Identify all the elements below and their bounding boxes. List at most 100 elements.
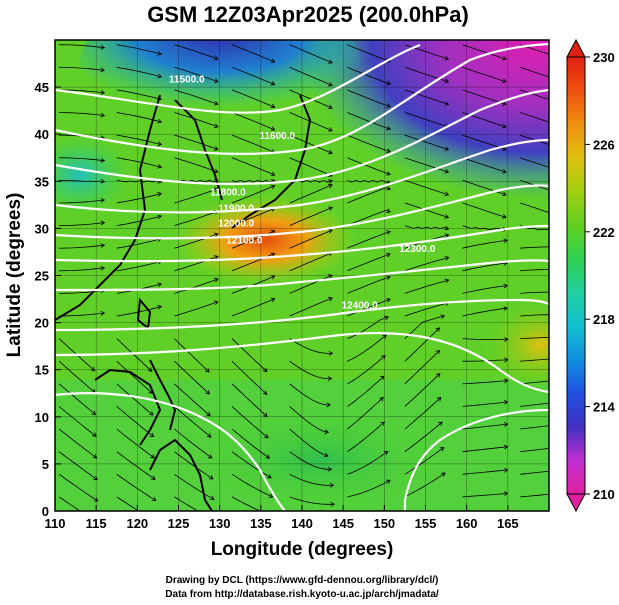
streamline-arrowhead (100, 220, 106, 226)
streamline-arrowhead (263, 412, 268, 418)
streamline-arrowhead (213, 168, 219, 174)
contour-labels: 11500.0 11600.0 11800.0 11900.0 12000.0 12100… (169, 74, 436, 311)
streamline-arrowhead (386, 171, 391, 176)
streamline-arrowhead (328, 127, 333, 132)
streamline-arrowhead (93, 475, 98, 481)
x-axis-ticks: 110 115 120 125 130 135 140 145 150 155 160 165 (45, 505, 519, 531)
streamline-arrowhead (206, 433, 212, 438)
contour-11900 (55, 184, 549, 240)
streamline-arrowhead (100, 197, 106, 203)
streamline-arrowhead (560, 56, 564, 60)
colorbar-tick-label: 210 (593, 487, 615, 502)
streamline (116, 473, 156, 501)
contour-label: 11800.0 (210, 187, 246, 198)
streamline-arrowhead (92, 432, 97, 437)
streamline (462, 180, 507, 196)
y-tick-label: 45 (35, 80, 49, 95)
streamline-arrowhead (150, 475, 156, 480)
streamline-arrowhead (328, 350, 334, 356)
streamline (520, 336, 549, 339)
cold-core-northeast (300, 40, 549, 210)
x-tick-label: 140 (291, 516, 313, 531)
colorbar-tick-label: 226 (593, 137, 615, 152)
colorbar: 210 214 218 222 226 230 (566, 38, 615, 513)
streamline (404, 225, 449, 230)
streamline-arrowhead (90, 366, 96, 372)
streamline (174, 89, 219, 105)
streamline (116, 406, 154, 437)
streamline-arrowhead (100, 178, 106, 184)
streamline (174, 301, 219, 317)
streamline-arrowhead (503, 467, 509, 473)
streamline (347, 316, 389, 339)
streamline-arrowhead (330, 501, 335, 507)
streamline-arrowhead (265, 454, 271, 459)
streamline (174, 134, 219, 150)
streamline (174, 428, 213, 459)
contour-label: 11900.0 (218, 203, 254, 214)
streamline-arrowhead (386, 252, 391, 258)
streamline (520, 134, 549, 146)
streamline (462, 202, 507, 218)
streamline (231, 496, 262, 511)
streamline-arrowhead (93, 497, 99, 502)
streamline-arrowhead (386, 230, 391, 235)
streamline (520, 493, 549, 498)
streamline (462, 239, 508, 249)
streamline (347, 421, 385, 453)
streamline-arrowhead (100, 44, 106, 50)
streamline (289, 473, 334, 486)
streamline (59, 244, 105, 249)
streamline-arrowhead (560, 79, 564, 83)
contour-label: 12400.0 (342, 300, 379, 311)
streamline-arrowhead (562, 468, 566, 472)
streamline-arrowhead (100, 311, 106, 316)
streamline (347, 479, 391, 498)
streamline-arrowhead (262, 367, 268, 373)
streamline-arrowhead (386, 80, 391, 86)
streamline (404, 327, 440, 362)
streamline-arrowhead (213, 100, 219, 106)
streamline-arrowhead (270, 81, 276, 86)
streamline (289, 428, 329, 457)
colorbar-tick-label: 214 (593, 400, 615, 415)
streamline (174, 383, 211, 417)
streamline (174, 338, 210, 373)
streamline (116, 451, 156, 480)
streamline-arrowhead (100, 67, 106, 73)
streamline (404, 134, 449, 150)
streamline-arrowhead (100, 243, 106, 248)
streamline (347, 276, 391, 294)
streamline (347, 375, 385, 407)
streamline-arrowhead (502, 168, 507, 174)
streamline (116, 180, 162, 183)
credit-data: Data from http://database.rish.kyoto-u.a… (165, 589, 439, 600)
streamline (174, 66, 219, 83)
streamline-arrowhead (502, 55, 507, 61)
streamline-arrowhead (270, 103, 276, 109)
streamline-arrowhead (562, 268, 566, 272)
x-tick-label: 145 (332, 516, 354, 531)
streamline (116, 383, 154, 416)
streamline-arrowhead (444, 78, 450, 84)
x-tick-label: 120 (126, 516, 148, 531)
x-tick-label: 130 (209, 516, 231, 531)
streamline (347, 231, 391, 249)
x-tick-label: 115 (86, 516, 107, 531)
streamline (231, 112, 275, 131)
streamline (59, 66, 105, 71)
streamline (520, 314, 549, 317)
streamline (347, 179, 391, 184)
streamline-arrowhead (91, 410, 97, 416)
streamline (58, 383, 96, 415)
streamline (174, 360, 210, 395)
streamline (58, 360, 96, 394)
streamline (520, 380, 549, 385)
streamline-arrowhead (444, 101, 450, 106)
streamline-arrowhead (560, 192, 564, 196)
streamline (462, 66, 507, 83)
streamline-arrowhead (326, 402, 331, 408)
streamline (289, 252, 333, 272)
contour-label: 12300.0 (399, 244, 436, 255)
streamline-arrowhead (329, 482, 335, 488)
